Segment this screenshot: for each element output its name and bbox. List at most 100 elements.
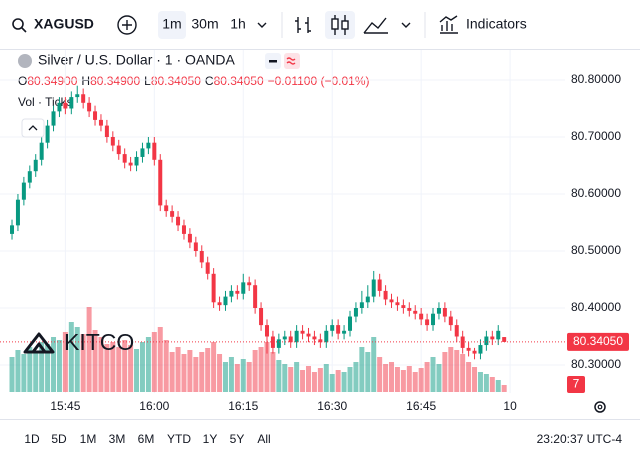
candle-body — [205, 262, 210, 274]
candle-body — [282, 336, 287, 340]
candle-body — [10, 225, 15, 234]
candle-body — [81, 94, 86, 103]
volume-bar — [317, 368, 323, 392]
candle-body — [57, 102, 62, 112]
candle-body — [98, 119, 103, 126]
candle-body — [247, 282, 252, 286]
candle-body — [259, 308, 264, 326]
settings-icon[interactable] — [594, 401, 606, 413]
volume-bar — [460, 354, 466, 392]
price-label: 80.34050 — [573, 334, 623, 348]
y-tick-label: 80.60000 — [571, 186, 621, 200]
candle-body — [45, 125, 50, 143]
collapse-icon — [28, 125, 38, 131]
candle-body — [502, 337, 507, 342]
candle-body — [93, 111, 98, 120]
candle-body — [496, 330, 501, 340]
volume-bar — [383, 364, 389, 392]
candle-body — [442, 308, 447, 317]
interval[interactable]: 1h — [230, 16, 246, 32]
y-tick-label: 80.40000 — [571, 300, 621, 314]
volume-bar — [128, 345, 134, 392]
y-tick-label: 80.30000 — [571, 357, 621, 371]
x-tick-label: 16:30 — [317, 399, 347, 413]
search-icon[interactable] — [12, 18, 24, 30]
interval[interactable]: 1m — [162, 16, 181, 32]
volume-bar — [175, 347, 181, 392]
legend-button[interactable] — [284, 53, 300, 69]
candle-body — [472, 350, 477, 354]
candle-body — [110, 137, 115, 146]
symbol[interactable]: XAGUSD — [34, 16, 94, 32]
candle-body — [294, 330, 299, 343]
volume-bar — [305, 366, 311, 392]
indicators-icon[interactable] — [439, 15, 458, 34]
volume-bar — [145, 337, 151, 392]
volume-bar — [116, 347, 122, 392]
volume-bar — [323, 364, 329, 392]
volume-bar — [377, 357, 383, 392]
range-button[interactable]: YTD — [167, 432, 191, 446]
range-button[interactable]: 5Y — [230, 432, 245, 446]
bars-icon[interactable] — [295, 17, 311, 33]
volume-bar — [495, 380, 501, 392]
clock: 23:20:37 UTC-4 — [537, 432, 623, 446]
x-tick-label: 16:45 — [406, 399, 436, 413]
volume-bar — [454, 350, 460, 392]
volume-bar — [56, 340, 62, 392]
indicators-button[interactable]: Indicators — [466, 16, 527, 32]
range-button[interactable]: 5D — [51, 432, 67, 446]
candle-body — [170, 211, 175, 217]
price-label-bg — [567, 332, 629, 351]
candle-body — [181, 225, 186, 234]
volume-bar — [442, 352, 448, 392]
watermark-logo — [23, 332, 55, 354]
area-icon[interactable] — [363, 17, 388, 34]
chevron[interactable] — [401, 22, 411, 28]
volume-bar — [448, 347, 454, 392]
range-button[interactable]: All — [257, 432, 270, 446]
candle-body — [288, 336, 293, 343]
range-button[interactable]: 1D — [24, 432, 40, 446]
ohlc-key: O — [18, 74, 27, 88]
candle-body — [353, 308, 358, 317]
candle-body — [187, 233, 192, 243]
volume-bar — [294, 362, 300, 392]
interval[interactable]: 30m — [191, 16, 218, 32]
candle-body — [140, 148, 145, 157]
volume-bar — [98, 337, 104, 392]
volume-bar — [264, 342, 270, 392]
collapse-button[interactable] — [21, 118, 45, 138]
legend-button-icon — [286, 57, 296, 65]
search-icon-handle — [21, 27, 27, 33]
candles-icon-body — [331, 18, 339, 30]
ohlc-value: 80.34900 — [27, 74, 77, 88]
volume-bar — [222, 362, 228, 392]
x-tick-label: 16:00 — [139, 399, 169, 413]
candle-body — [413, 310, 418, 314]
candle-body — [348, 316, 353, 331]
candle-body — [431, 313, 436, 326]
candle-body — [478, 345, 483, 354]
volume-bar — [122, 340, 128, 392]
ohlc-key: C — [205, 74, 214, 88]
volume-bar — [51, 337, 57, 392]
range-button[interactable]: 1Y — [203, 432, 218, 446]
volume-bar — [489, 377, 495, 392]
candle-body — [27, 171, 32, 183]
add-symbol[interactable] — [117, 15, 137, 35]
volume-bar — [389, 362, 395, 392]
candle-body — [359, 302, 364, 308]
x-tick-label: 16:15 — [228, 399, 258, 413]
candle-body — [264, 325, 269, 337]
volume-bar — [400, 370, 406, 392]
volume-bar — [104, 344, 110, 392]
candle-body — [211, 273, 216, 303]
range-button[interactable]: 1M — [80, 432, 97, 446]
range-button[interactable]: 3M — [109, 432, 126, 446]
chevron[interactable] — [257, 22, 267, 28]
range-button[interactable]: 6M — [138, 432, 155, 446]
candle-body — [318, 339, 323, 343]
candle-body — [69, 97, 74, 109]
candle-body — [146, 142, 151, 149]
